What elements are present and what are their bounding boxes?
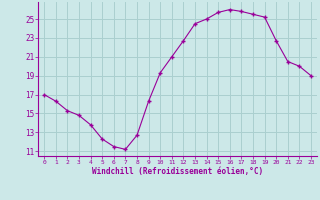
- X-axis label: Windchill (Refroidissement éolien,°C): Windchill (Refroidissement éolien,°C): [92, 167, 263, 176]
